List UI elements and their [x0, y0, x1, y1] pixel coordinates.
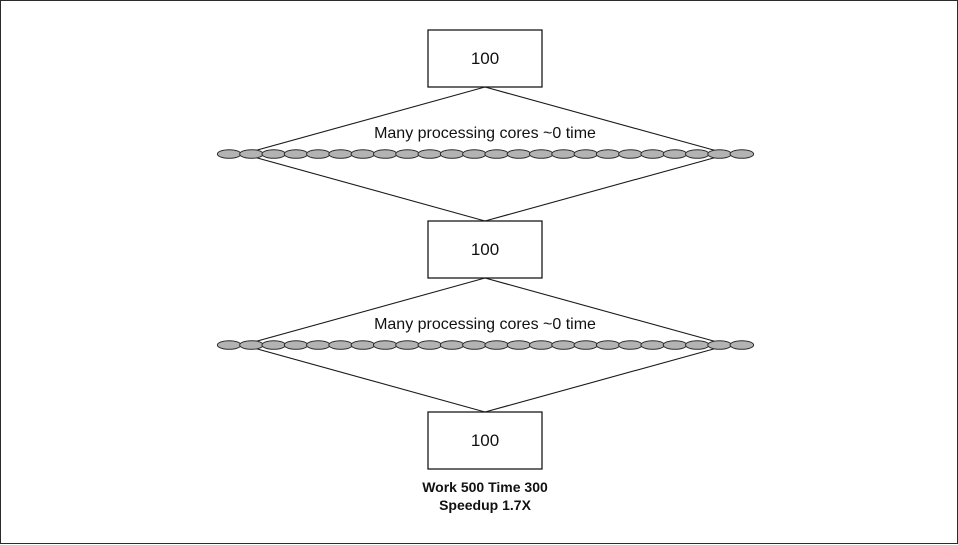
processing-core [528, 149, 554, 159]
fan-out-left-wire [242, 277, 486, 346]
processing-core [306, 149, 331, 159]
processing-core [417, 149, 443, 159]
processing-core [707, 149, 732, 159]
fan-in-left-wire [242, 153, 486, 222]
stage-box [427, 220, 543, 279]
stage-box [427, 29, 543, 88]
parallel-section-1-label: Many processing cores ~0 time [374, 125, 596, 142]
stage-box [427, 411, 543, 470]
stage-value: 100 [471, 431, 499, 450]
stage-value: 100 [471, 49, 499, 68]
processing-core [685, 149, 710, 159]
processing-core [395, 149, 420, 159]
processing-core [216, 340, 242, 350]
processing-core [595, 340, 621, 350]
core-chain-2 [216, 340, 755, 350]
processing-core [216, 149, 242, 159]
processing-core [573, 149, 599, 159]
processing-core [528, 340, 554, 350]
fan-in-right-wire [484, 153, 729, 222]
parallel-section-2-label: Many processing cores ~0 time [374, 316, 596, 333]
summary-work-time: Work 500 Time 300 [422, 479, 548, 495]
processing-core [462, 340, 487, 350]
fan-in-left-wire [242, 344, 486, 413]
processing-core [573, 340, 599, 350]
processing-core [239, 340, 264, 350]
processing-core [618, 149, 643, 159]
summary-speedup: Speedup 1.7X [439, 497, 531, 513]
processing-core [595, 149, 621, 159]
processing-core [551, 149, 576, 159]
processing-core [439, 149, 465, 159]
parallel-section-2-wires [242, 277, 729, 413]
fan-out-left-wire [242, 86, 486, 155]
processing-core [662, 340, 688, 350]
processing-core [372, 149, 398, 159]
processing-core [439, 340, 465, 350]
processing-core [328, 149, 353, 159]
processing-core [729, 149, 755, 159]
processing-core [283, 149, 309, 159]
processing-core [707, 340, 732, 350]
processing-core [462, 149, 487, 159]
processing-core [283, 340, 309, 350]
processing-core [372, 340, 398, 350]
processing-core [640, 340, 665, 350]
processing-core [261, 149, 286, 159]
core-chain-1 [216, 149, 755, 159]
processing-core [350, 149, 376, 159]
processing-core [551, 340, 576, 350]
processing-core [640, 149, 665, 159]
processing-core [506, 340, 532, 350]
processing-core [484, 149, 509, 159]
processing-core [261, 340, 286, 350]
stage-value: 100 [471, 240, 499, 259]
processing-core [729, 340, 755, 350]
processing-core [239, 149, 264, 159]
fan-out-right-wire [484, 86, 729, 155]
processing-core [328, 340, 353, 350]
processing-core [685, 340, 710, 350]
processing-core [350, 340, 376, 350]
parallel-section-1-wires [242, 86, 729, 222]
serial-stage-1: 100 [427, 29, 543, 88]
processing-core [306, 340, 331, 350]
processing-core [618, 340, 643, 350]
serial-stage-2: 100 [427, 220, 543, 279]
processing-core [662, 149, 688, 159]
serial-stage-3: 100 [427, 411, 543, 470]
processing-core [395, 340, 420, 350]
fan-in-right-wire [484, 344, 729, 413]
processing-core [484, 340, 509, 350]
processing-core [506, 149, 532, 159]
processing-core [417, 340, 443, 350]
fan-out-right-wire [484, 277, 729, 346]
